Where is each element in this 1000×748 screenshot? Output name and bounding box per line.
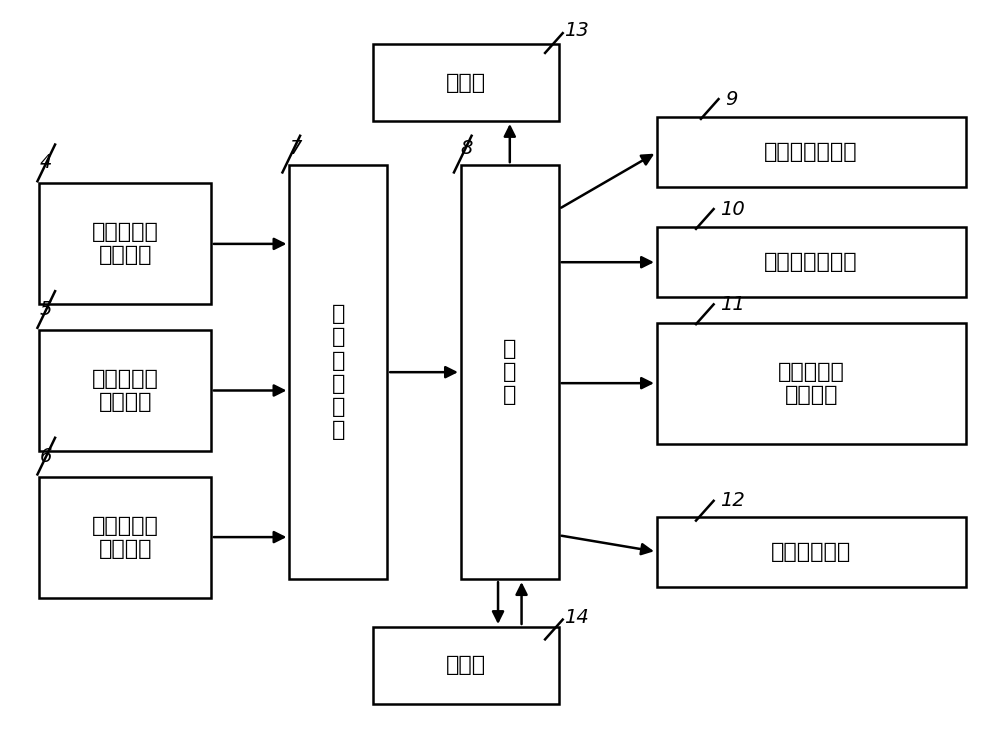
Text: 备用控制接口: 备用控制接口: [771, 542, 851, 562]
Text: 存储器: 存储器: [446, 655, 486, 675]
Text: 9: 9: [725, 90, 738, 108]
Bar: [657, 322, 966, 444]
Text: 10: 10: [720, 200, 745, 218]
Text: 显示器: 显示器: [446, 73, 486, 93]
Bar: [39, 476, 211, 598]
Bar: [657, 227, 966, 297]
Bar: [39, 183, 211, 304]
Text: 数
据
处
理
单
元: 数 据 处 理 单 元: [332, 304, 345, 440]
Text: 12: 12: [720, 491, 745, 509]
Text: 14: 14: [564, 608, 588, 627]
Bar: [39, 330, 211, 451]
Text: 右摇臂采高
检测模块: 右摇臂采高 检测模块: [92, 369, 159, 412]
Text: 11: 11: [720, 295, 745, 314]
Text: 变频器调速
控制系统: 变频器调速 控制系统: [778, 361, 845, 405]
Bar: [373, 44, 559, 121]
Bar: [657, 117, 966, 187]
Text: 左摇臂采高
检测模块: 左摇臂采高 检测模块: [92, 222, 159, 266]
Bar: [461, 165, 559, 579]
Bar: [289, 165, 387, 579]
Text: 7: 7: [289, 138, 302, 158]
Text: 13: 13: [564, 22, 588, 40]
Text: 控
制
器: 控 制 器: [503, 339, 516, 405]
Bar: [373, 627, 559, 704]
Text: 4: 4: [39, 153, 52, 173]
Text: 左摇臂调高阀组: 左摇臂调高阀组: [764, 142, 858, 162]
Bar: [657, 517, 966, 586]
Text: 采煤机位姿
检测模块: 采煤机位姿 检测模块: [92, 515, 159, 559]
Text: 右摇臂调高阀组: 右摇臂调高阀组: [764, 252, 858, 272]
Text: 5: 5: [39, 300, 52, 319]
Text: 6: 6: [39, 447, 52, 465]
Text: 8: 8: [461, 138, 473, 158]
